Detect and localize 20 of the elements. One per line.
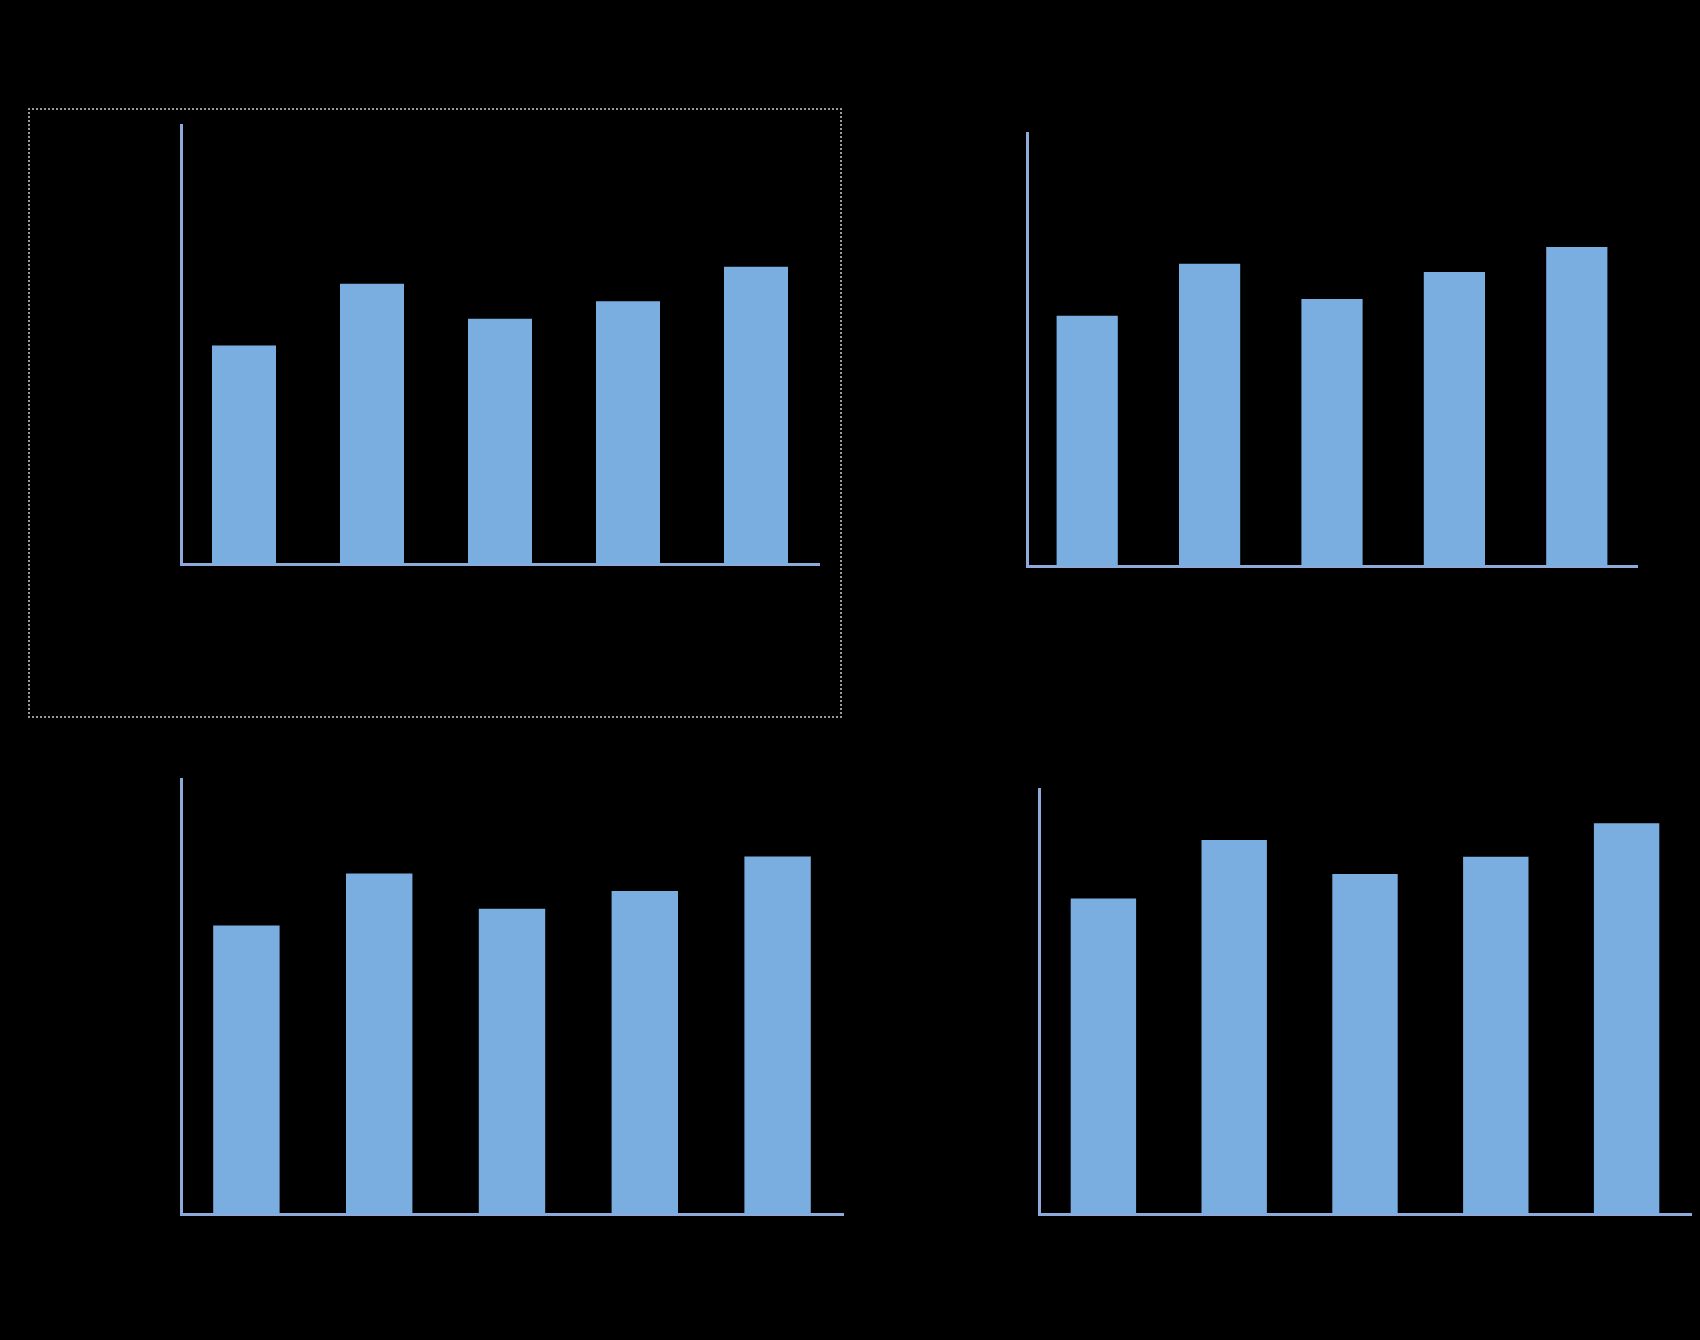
bar (1201, 839, 1267, 1214)
bar (744, 856, 811, 1214)
bar (724, 266, 788, 564)
bar (611, 890, 678, 1214)
bar (1301, 298, 1363, 566)
bar (1423, 272, 1485, 566)
bar (596, 301, 660, 564)
bar (346, 873, 413, 1214)
bar (1179, 263, 1241, 566)
bar (1593, 823, 1660, 1214)
bar (1056, 315, 1118, 566)
bar (1332, 873, 1398, 1214)
bar (1070, 898, 1137, 1214)
bar (478, 908, 546, 1214)
bar (1463, 856, 1529, 1214)
bar (468, 318, 532, 564)
bar (340, 283, 404, 564)
bar (212, 345, 276, 564)
bar (1546, 246, 1608, 566)
bar (213, 925, 280, 1214)
